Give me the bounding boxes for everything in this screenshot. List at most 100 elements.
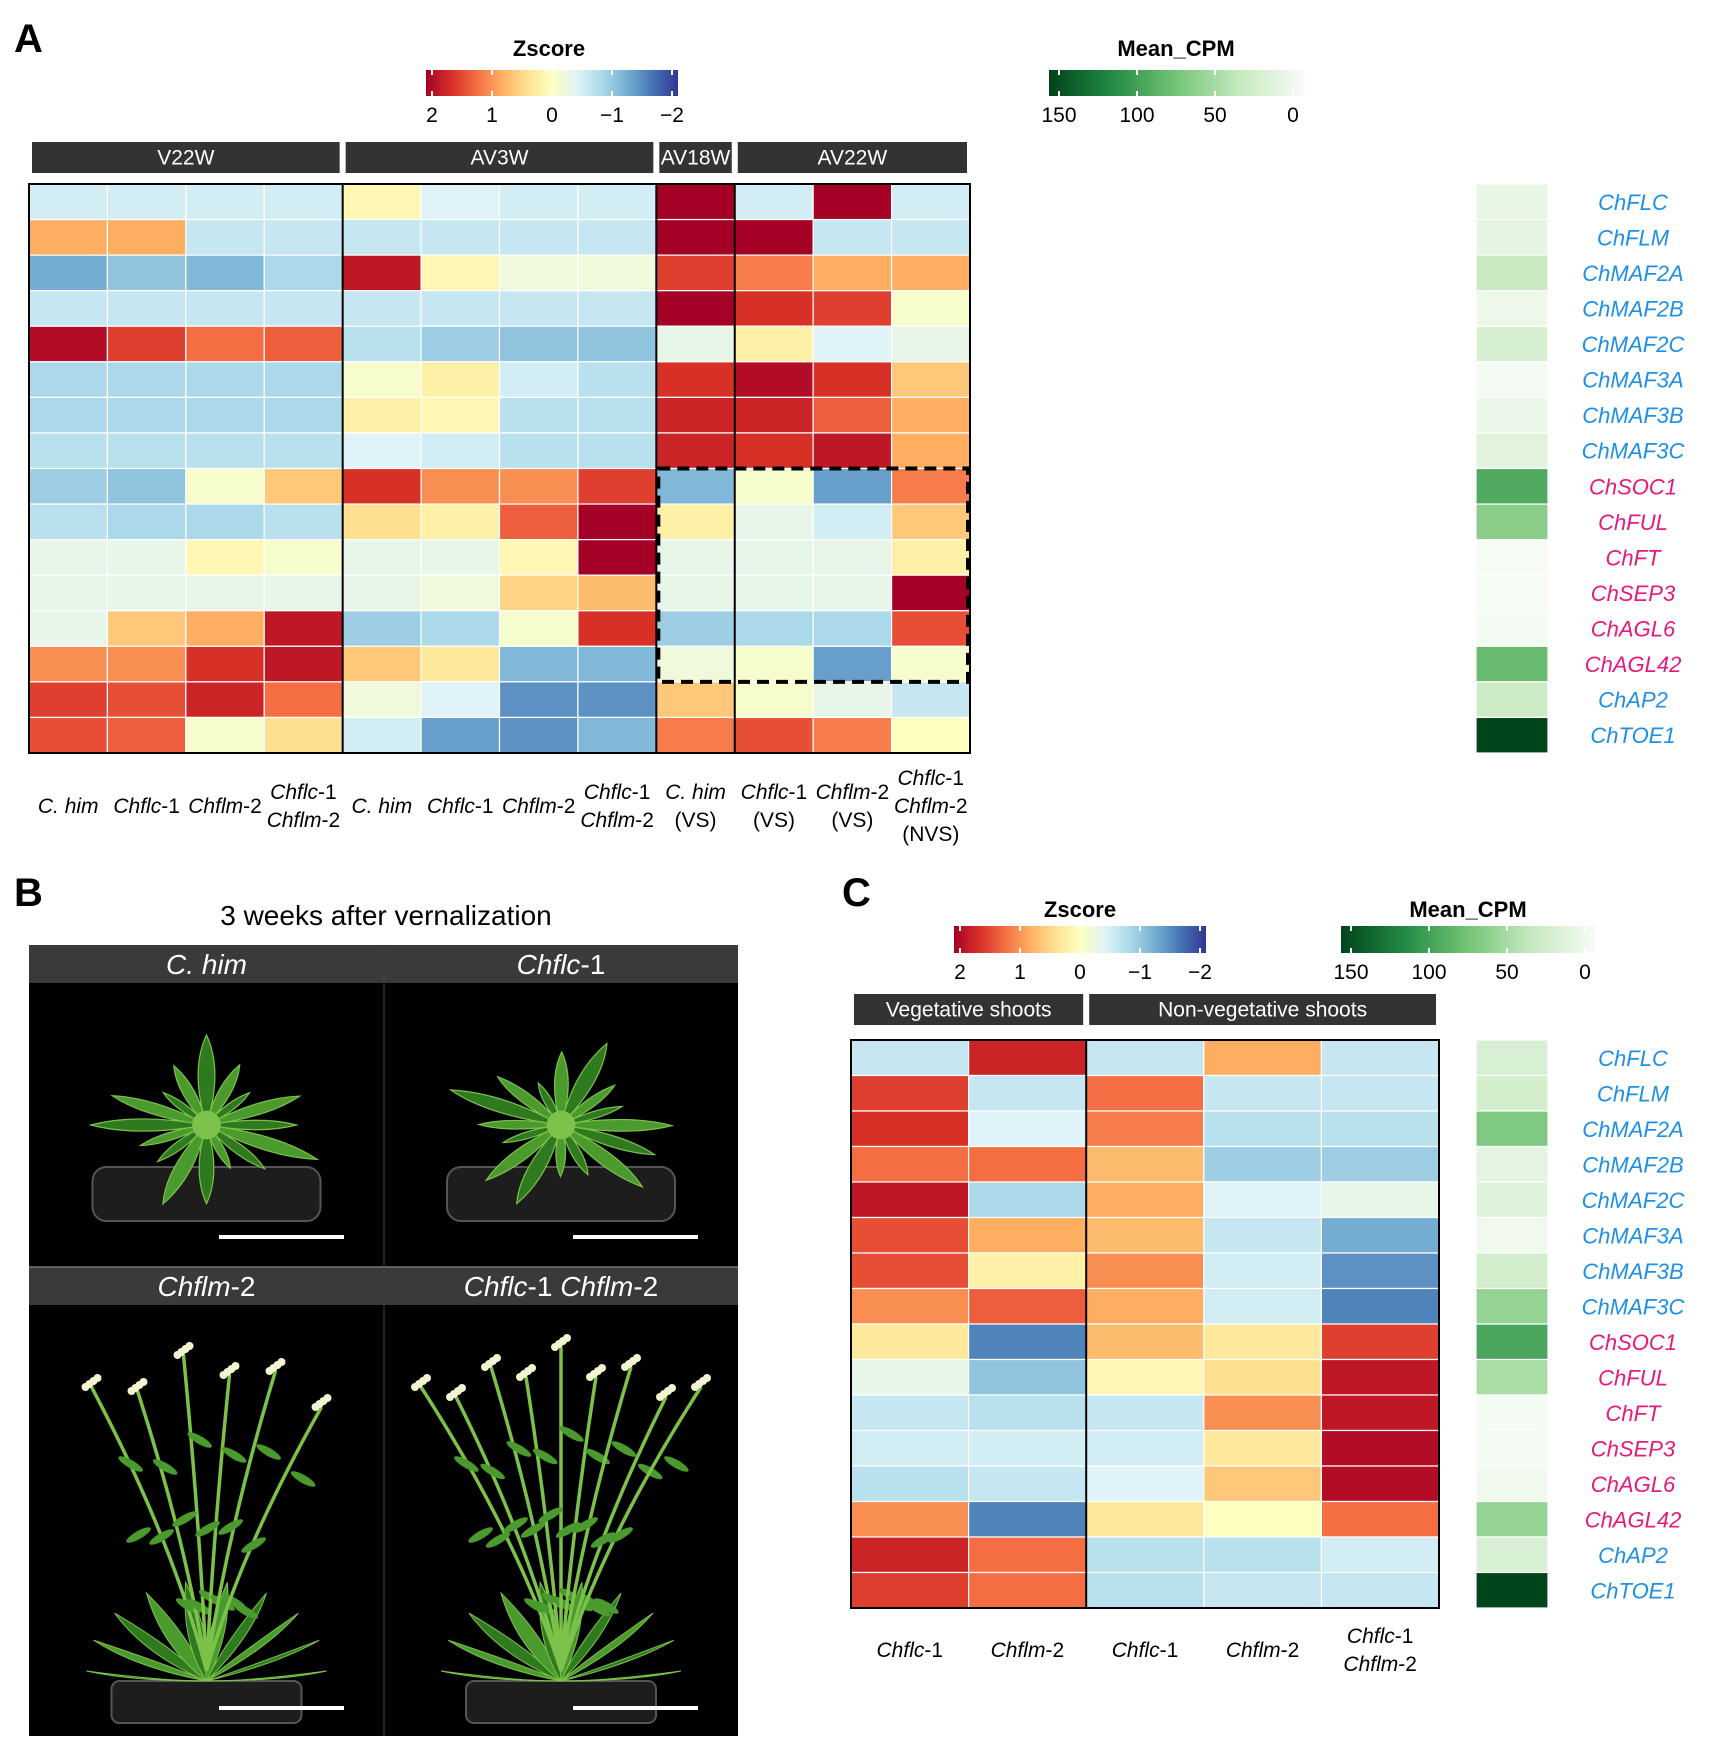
heatmap-cell: [890, 183, 971, 221]
gene-label: ChTOE1: [1590, 723, 1675, 748]
heatmap-cell: [577, 645, 657, 683]
stem-leaf: [241, 1537, 266, 1553]
flower: [493, 1354, 501, 1362]
photo-label: Chflc-1: [517, 949, 606, 980]
column-label: Chflm-2: [1226, 1639, 1300, 1662]
gene-label: ChAP2: [1598, 688, 1668, 713]
heatmap-cell: [1203, 1394, 1323, 1432]
flower: [185, 1342, 194, 1350]
stem-leaf: [520, 1522, 546, 1538]
leaf: [156, 1124, 207, 1163]
heatmap-cell: [577, 610, 657, 647]
flower-stem: [135, 1390, 209, 1672]
leaf: [197, 1033, 216, 1126]
column-label: Chflc-1: [427, 795, 494, 818]
column-label: Chflc-1: [741, 781, 808, 804]
heatmap-cell: [1320, 1500, 1440, 1538]
heatmap-cell: [28, 361, 109, 398]
heatmap-cell: [106, 539, 187, 576]
heatmap-cell: [734, 645, 814, 683]
heatmap-cell: [498, 645, 579, 683]
leaf: [110, 1095, 207, 1126]
group-strips-c: Vegetative shoots Non-vegetative shoots: [854, 994, 1436, 1025]
heatmap-cell: [342, 574, 422, 612]
heatmap-cell: [1320, 1252, 1440, 1290]
heatmap-cell: [967, 1323, 1087, 1361]
cpm-cell: [1475, 716, 1549, 754]
heatmap-cell: [1203, 1287, 1323, 1325]
stem-leaf: [233, 1603, 258, 1619]
column-label: (NVS): [902, 823, 959, 846]
heatmap-cell: [342, 254, 422, 292]
colorbar-tick-label-cpm-a: 50: [1203, 104, 1226, 127]
stem-leaf: [532, 1448, 558, 1465]
column-label: Chflc-1: [584, 781, 651, 804]
heatmap-cell: [1085, 1074, 1205, 1112]
leaf: [206, 1670, 327, 1682]
heatmap-cell: [342, 539, 422, 576]
gene-label: ChFUL: [1598, 1365, 1668, 1390]
panel-letter-a: A: [14, 17, 43, 61]
heatmap-cell: [498, 396, 579, 434]
heatmap-cell: [263, 290, 344, 327]
pot: [465, 1680, 657, 1724]
heatmap-cell: [812, 467, 893, 505]
heatmap-cell: [812, 183, 893, 221]
heatmap-cell: [1203, 1216, 1323, 1254]
gene-label: ChFT: [1606, 1401, 1663, 1426]
colorbar-tick-label-zscore-c: 1: [1014, 961, 1026, 984]
heatmap-cell: [967, 1465, 1087, 1503]
heatmap-cell: [263, 539, 344, 576]
leaf: [206, 1095, 302, 1126]
leaf: [447, 1639, 562, 1682]
heatmap-cell: [734, 361, 814, 398]
cpm-cell: [1475, 574, 1549, 612]
heatmap-cell: [1203, 1181, 1323, 1219]
heatmap-cell: [263, 432, 344, 470]
mean-cpm-column-c: [1475, 1039, 1549, 1609]
cpm-cell: [1475, 183, 1549, 221]
leaf: [496, 1075, 562, 1126]
heatmap-cell: [28, 610, 109, 647]
stem-leaf: [218, 1519, 243, 1535]
column-label: (VS): [831, 809, 873, 832]
heatmap-cell: [734, 716, 814, 754]
heatmap-cell: [655, 467, 736, 505]
heatmap-cell: [734, 467, 814, 505]
leaf: [554, 1050, 569, 1126]
cpm-cell: [1475, 539, 1549, 576]
group-strip-label: Non-vegetative shoots: [1158, 999, 1367, 1022]
heatmap-cell: [498, 574, 579, 612]
heatmap-cell: [342, 361, 422, 398]
gene-label: ChMAF3A: [1582, 368, 1683, 393]
heatmap-cell: [1320, 1323, 1440, 1361]
heatmap-cell: [850, 1536, 970, 1574]
gene-label: ChAGL6: [1591, 1472, 1676, 1497]
cpm-cell: [1475, 1074, 1549, 1112]
heatmap-cell: [1320, 1571, 1440, 1609]
leaf: [86, 1670, 207, 1682]
heatmap-cell: [577, 467, 657, 505]
column-label: Chflm-2: [894, 795, 968, 818]
group-strip-label: V22W: [157, 147, 214, 170]
colorbar-tick-label-zscore-a: −1: [600, 104, 624, 127]
heatmap-cell: [890, 645, 971, 683]
cpm-cell: [1475, 218, 1549, 256]
stem-leaf: [118, 1456, 143, 1472]
heatmap-cell: [342, 218, 422, 256]
heatmap-cell: [498, 254, 579, 292]
heatmap-cell: [498, 432, 579, 470]
heatmap-cell: [734, 183, 814, 221]
stem-leaf: [187, 1432, 212, 1448]
stem-leaf: [573, 1517, 598, 1533]
group-strip-label: AV3W: [471, 147, 529, 170]
heatmap-cell: [850, 1500, 970, 1538]
heatmap-cell: [498, 218, 579, 256]
heatmap-cell: [734, 396, 814, 434]
heatmap-cell: [850, 1287, 970, 1325]
heatmap-cell: [420, 218, 501, 256]
flower: [139, 1378, 148, 1386]
heatmap-cell: [967, 1074, 1087, 1112]
heatmap-cell: [850, 1181, 970, 1219]
column-label: Chflm-2: [1343, 1653, 1417, 1676]
